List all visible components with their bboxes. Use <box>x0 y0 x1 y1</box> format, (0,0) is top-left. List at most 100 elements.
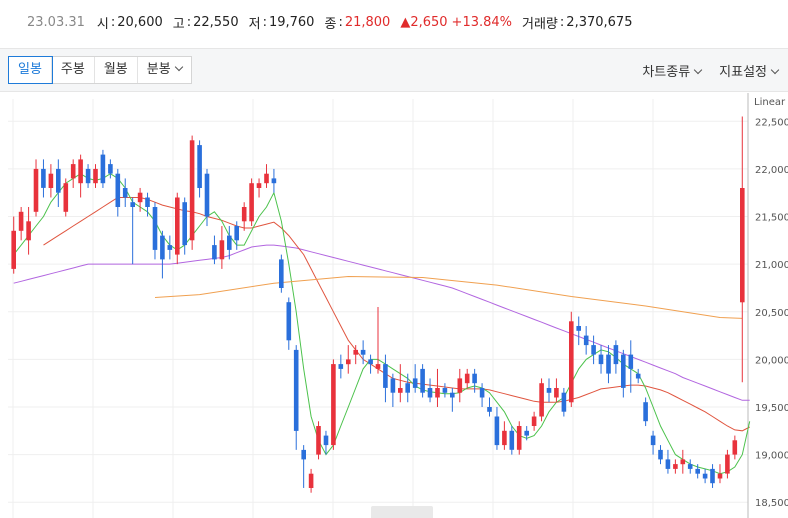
tab-daily[interactable]: 일봉 <box>8 56 53 84</box>
candle-body <box>420 368 425 393</box>
candle-body <box>561 392 567 412</box>
change-value: ▲2,650 <box>400 14 448 30</box>
candle-body <box>516 426 522 450</box>
close-value: 21,800 <box>344 14 391 30</box>
y-tick-label: 22,000 <box>755 165 788 176</box>
candle-body <box>628 354 634 369</box>
candle-body <box>41 168 46 188</box>
candle-body <box>256 183 262 188</box>
candle-body <box>331 364 336 446</box>
ma5-line <box>13 173 751 475</box>
quote-date: 23.03.31 <box>27 14 85 30</box>
candle-body <box>405 383 410 393</box>
candle-body <box>11 230 16 269</box>
candle-body <box>197 145 202 188</box>
candle-body <box>26 221 31 241</box>
price-chart[interactable]: 22,500 22,000 21,500 21,000 20,500 20,000 19,5… <box>0 93 788 518</box>
quote-summary: 23.03.31 시: 20,600 고: 22,550 저: 19,760 종… <box>27 14 633 32</box>
low-label: 저 <box>248 16 261 32</box>
candle-body <box>152 207 158 250</box>
candle-body <box>457 378 463 393</box>
candle-body <box>78 159 83 184</box>
candle-body <box>122 188 128 198</box>
chart-scroll-handle[interactable] <box>371 506 433 518</box>
y-tick-label: 21,500 <box>755 213 788 224</box>
candle-body <box>531 416 537 426</box>
candle-body <box>509 430 515 450</box>
candle-body <box>56 168 61 193</box>
indicator-settings-button[interactable]: 지표설정 <box>719 61 780 80</box>
candle-body <box>108 164 113 174</box>
candle-body <box>234 226 239 241</box>
candle-body <box>442 388 448 393</box>
candle-body <box>212 245 217 260</box>
chevron-down-icon <box>693 65 703 74</box>
candle-body <box>346 359 351 365</box>
candle-body <box>673 464 678 469</box>
tab-minute[interactable]: 분봉 <box>137 57 191 83</box>
candle-body <box>308 473 314 488</box>
candle-body <box>658 449 663 460</box>
candle-body <box>435 388 440 398</box>
candle-body <box>539 383 544 417</box>
candle-body <box>241 207 247 222</box>
candle-body <box>427 388 433 398</box>
open-value: 20,600 <box>117 14 163 30</box>
candle-body <box>48 173 54 188</box>
chart-menu: 차트종류 지표설정 <box>642 49 780 91</box>
candle-body <box>569 321 574 403</box>
tab-weekly[interactable]: 주봉 <box>51 57 95 83</box>
candle-body <box>182 202 187 246</box>
candle-body <box>85 168 91 184</box>
candle-body <box>665 459 671 469</box>
candle-body <box>554 388 559 398</box>
candle-body <box>576 326 581 331</box>
candlestick-chart-svg[interactable]: 22,500 22,000 21,500 21,000 20,500 20,000 19,5… <box>0 93 788 518</box>
candle-body <box>732 440 738 455</box>
candle-body <box>286 302 292 341</box>
candle-body <box>740 188 745 303</box>
tab-minute-label: 분봉 <box>146 62 171 77</box>
candle-body <box>695 468 700 474</box>
close-label: 종 <box>324 16 337 32</box>
high-label: 고 <box>172 16 185 32</box>
candle-body <box>710 468 715 484</box>
chevron-down-icon <box>770 65 780 74</box>
ma60-line <box>13 244 750 401</box>
candle-body <box>93 168 98 184</box>
candle-body <box>353 349 358 355</box>
candle-body <box>546 388 552 393</box>
candle-body <box>301 449 306 460</box>
candle-body <box>643 402 648 422</box>
candle-body <box>390 378 396 393</box>
candle-body <box>598 354 604 365</box>
chart-type-button[interactable]: 차트종류 <box>642 61 703 80</box>
tab-monthly[interactable]: 월봉 <box>94 57 138 83</box>
candle-body <box>479 388 485 398</box>
y-tick-label: 19,500 <box>755 403 788 414</box>
candle-body <box>687 464 693 469</box>
candle-body <box>323 435 329 446</box>
candle-body <box>18 211 24 231</box>
ma20-line <box>43 197 750 432</box>
candle-body <box>115 173 121 207</box>
y-tick-label: 18,500 <box>755 498 788 509</box>
y-tick-label: 22,500 <box>755 117 788 128</box>
candle-body <box>524 430 529 436</box>
candle-body <box>360 349 366 355</box>
candle-body <box>137 192 143 203</box>
chart-type-label: 차트종류 <box>642 64 691 80</box>
volume-value: 2,370,675 <box>566 14 633 30</box>
candle-body <box>219 240 225 260</box>
y-tick-label: 19,000 <box>755 451 788 462</box>
change-percent: +13.84% <box>451 14 513 30</box>
candle-body <box>189 140 195 241</box>
candle-body <box>175 197 180 255</box>
candle-body <box>702 473 708 479</box>
candle-body <box>264 173 269 184</box>
candle-body <box>487 407 492 412</box>
candle-body <box>249 183 254 222</box>
candle-body <box>227 235 232 250</box>
candle-body <box>583 335 589 346</box>
candle-body <box>680 459 686 465</box>
